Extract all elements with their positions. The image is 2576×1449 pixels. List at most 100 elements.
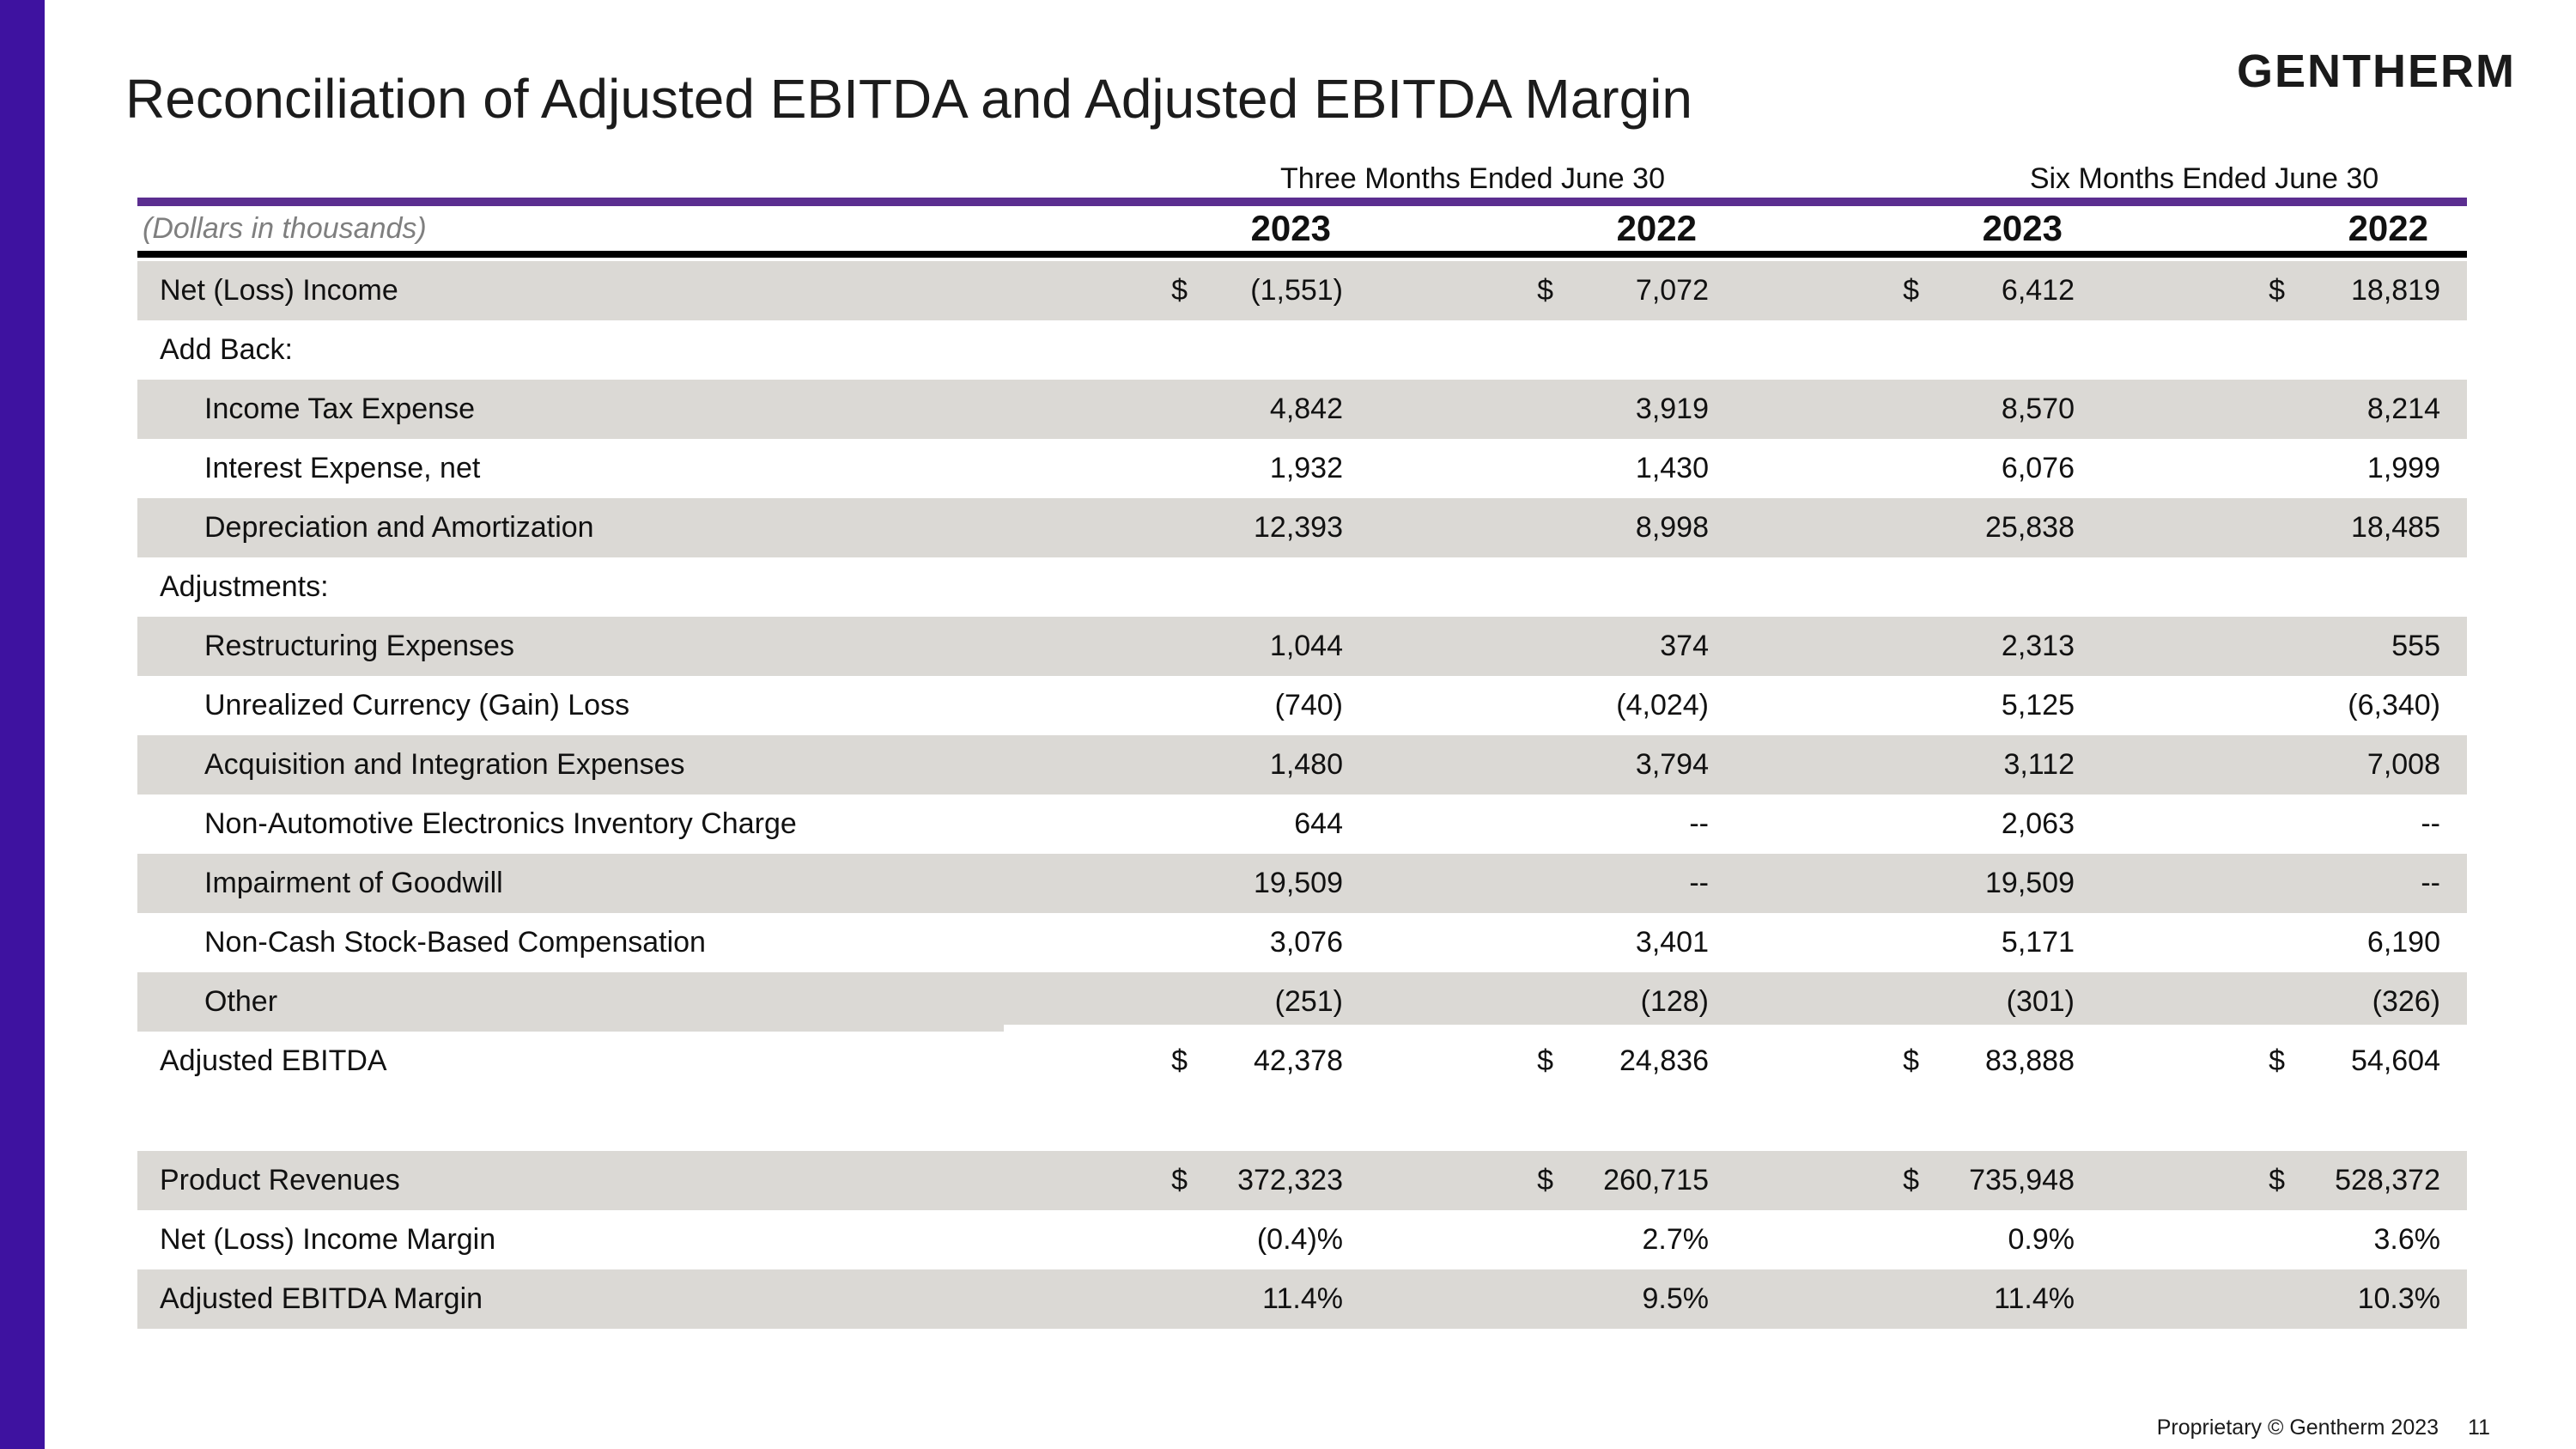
row-value: 644 (1004, 795, 1370, 854)
value-number: 18,819 (2351, 274, 2440, 307)
value-number: (128) (1640, 985, 1709, 1018)
row-label: Interest Expense, net (204, 452, 481, 484)
row-value: 8,998 (1370, 498, 1735, 557)
row-label: Net (Loss) Income Margin (160, 1223, 496, 1256)
row-value: -- (1370, 854, 1735, 913)
row-value: 1,430 (1370, 439, 1735, 498)
row-label: Product Revenues (160, 1164, 400, 1196)
footer: Proprietary © Gentherm 2023 11 (2157, 1416, 2490, 1440)
value-number: 528,372 (2335, 1164, 2440, 1196)
value-number: 10.3% (2357, 1282, 2440, 1315)
value-number: (740) (1274, 689, 1343, 721)
value-number: (326) (2372, 985, 2440, 1018)
row-value: 3.6% (2101, 1210, 2467, 1269)
row-value: (0.4)% (1004, 1210, 1370, 1269)
row-value: 19,509 (1004, 854, 1370, 913)
column-group-three-months: Three Months Ended June 30 (1280, 162, 1665, 195)
row-label: Restructuring Expenses (204, 630, 514, 662)
value-number: 555 (2391, 630, 2440, 662)
row-value: 7,008 (2101, 735, 2467, 795)
table-row: Acquisition and Integration Expenses 1,48… (137, 735, 2467, 795)
row-value: 3,112 (1735, 735, 2101, 795)
dollar-sign: $ (2269, 274, 2285, 307)
value-number: 0.9% (2008, 1223, 2075, 1256)
row-value: (6,340) (2101, 676, 2467, 735)
value-number: 1,932 (1269, 452, 1343, 484)
row-value: 25,838 (1735, 498, 2101, 557)
value-number: -- (2421, 807, 2440, 840)
value-number: (4,024) (1616, 689, 1709, 721)
row-label: Net (Loss) Income (160, 274, 398, 307)
value-number: 5,125 (2001, 689, 2075, 721)
dollar-sign: $ (1537, 274, 1553, 307)
dollars-in-thousands-note: (Dollars in thousands) (143, 212, 427, 245)
table-row: Impairment of Goodwill 19,509 -- 19,509 -- (137, 854, 2467, 913)
row-value: 11.4% (1004, 1269, 1370, 1329)
table-row: Unrealized Currency (Gain) Loss (740) (4,0… (137, 676, 2467, 735)
row-value: -- (2101, 795, 2467, 854)
row-value: 2.7% (1370, 1210, 1735, 1269)
row-value: (740) (1004, 676, 1370, 735)
table-row: Interest Expense, net 1,932 1,430 6,076 1,99… (137, 439, 2467, 498)
value-number: (0.4)% (1256, 1223, 1343, 1256)
left-accent-bar (0, 0, 45, 1449)
value-number: 7,008 (2366, 748, 2440, 781)
row-value: $18,819 (2101, 261, 2467, 320)
value-number: 83,888 (1985, 1044, 2075, 1077)
value-number: -- (1689, 807, 1709, 840)
row-value: 8,214 (2101, 380, 2467, 439)
row-label: Non-Cash Stock-Based Compensation (204, 926, 706, 959)
table-row: Add Back: (137, 320, 2467, 380)
row-value: (326) (2101, 972, 2467, 1032)
value-number: 54,604 (2351, 1044, 2440, 1077)
value-number: 18,485 (2351, 511, 2440, 544)
row-value: 3,076 (1004, 913, 1370, 972)
value-number: (301) (2006, 985, 2075, 1018)
value-number: 372,323 (1237, 1164, 1343, 1196)
value-number: 1,044 (1269, 630, 1343, 662)
row-value: $372,323 (1004, 1151, 1370, 1210)
row-value: 3,794 (1370, 735, 1735, 795)
row-value: 2,063 (1735, 795, 2101, 854)
value-number: 7,072 (1635, 274, 1709, 307)
year-header: 2023 (1250, 208, 1331, 248)
row-value: 1,480 (1004, 735, 1370, 795)
value-number: 1,999 (2366, 452, 2440, 484)
table-spacer-row (137, 1091, 2467, 1151)
year-header: 2022 (1616, 208, 1697, 248)
dollar-sign: $ (1903, 1164, 1919, 1196)
footer-proprietary-text: Proprietary © Gentherm 2023 (2156, 1416, 2439, 1440)
dollar-sign: $ (1171, 1164, 1188, 1196)
dollar-sign: $ (1903, 1044, 1919, 1077)
year-header: 2022 (2348, 208, 2428, 248)
value-number: 2.7% (1642, 1223, 1710, 1256)
value-number: 24,836 (1619, 1044, 1709, 1077)
row-value: 374 (1370, 617, 1735, 676)
row-value: -- (1370, 795, 1735, 854)
row-value: 9.5% (1370, 1269, 1735, 1329)
row-value: $54,604 (2101, 1032, 2467, 1091)
table-row: Adjusted EBITDA $42,378 $24,836 $83,888 $54,… (137, 1025, 2467, 1099)
value-number: (6,340) (2348, 689, 2440, 721)
value-number: 42,378 (1254, 1044, 1343, 1077)
value-number: 8,998 (1635, 511, 1709, 544)
row-value: 19,509 (1735, 854, 2101, 913)
table-row: Adjustments: (137, 557, 2467, 617)
dollar-sign: $ (2269, 1164, 2285, 1196)
value-number: 6,412 (2001, 274, 2075, 307)
value-number: 3,794 (1635, 748, 1709, 781)
row-value: 6,076 (1735, 439, 2101, 498)
row-value: 3,919 (1370, 380, 1735, 439)
dollar-sign: $ (1537, 1044, 1553, 1077)
value-number: 6,076 (2001, 452, 2075, 484)
value-number: 25,838 (1985, 511, 2075, 544)
row-value: 0.9% (1735, 1210, 2101, 1269)
row-value: 5,125 (1735, 676, 2101, 735)
value-number: 3.6% (2373, 1223, 2441, 1256)
row-value: -- (2101, 854, 2467, 913)
value-number: 11.4% (1262, 1282, 1343, 1315)
dollar-sign: $ (2269, 1044, 2285, 1077)
value-number: 4,842 (1269, 393, 1343, 425)
row-label: Unrealized Currency (Gain) Loss (204, 689, 630, 721)
